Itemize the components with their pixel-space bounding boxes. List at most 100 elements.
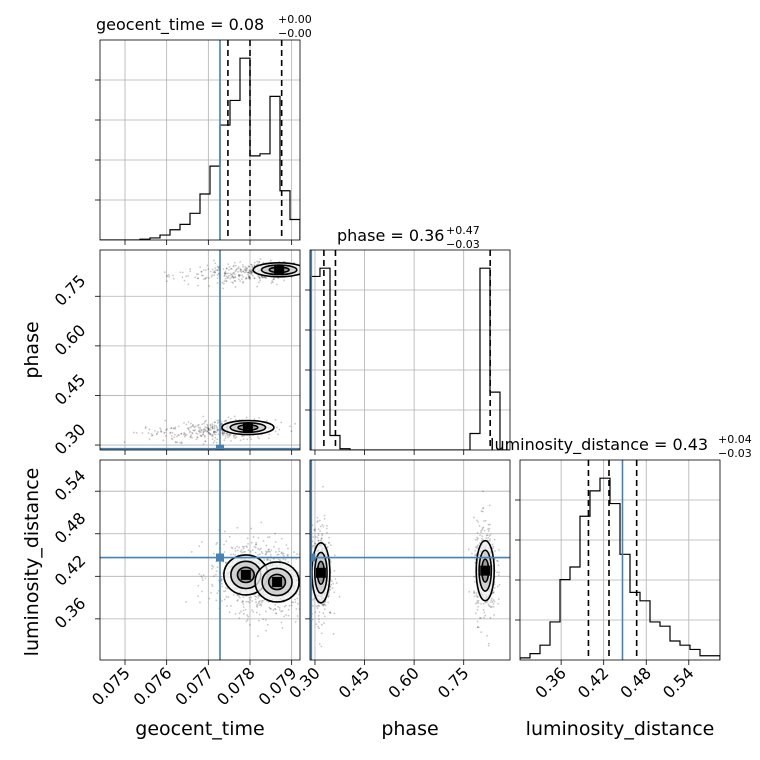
sample-point	[320, 623, 323, 626]
sample-point	[234, 612, 237, 615]
sample-point	[329, 586, 332, 588]
sample-point	[303, 577, 305, 579]
sample-point	[480, 631, 483, 634]
sample-point	[174, 427, 177, 430]
sample-point	[476, 547, 479, 549]
sample-point	[484, 614, 487, 617]
sample-point	[210, 591, 212, 594]
y-tick-label: 0.42	[51, 551, 90, 590]
sample-point	[167, 274, 170, 276]
sample-point	[477, 599, 480, 602]
sample-point	[207, 427, 209, 430]
panel-frame	[309, 459, 511, 661]
sample-point	[318, 611, 321, 614]
sample-point	[327, 595, 330, 598]
sample-point	[247, 275, 250, 278]
sample-point	[220, 582, 223, 585]
sample-point	[259, 258, 262, 261]
sample-point	[318, 621, 321, 623]
sample-point	[308, 568, 310, 570]
sample-point	[182, 433, 185, 436]
sample-point	[220, 600, 223, 602]
sample-point	[481, 535, 484, 538]
sample-point	[334, 554, 336, 557]
sample-point	[238, 274, 240, 277]
sample-point	[211, 434, 214, 436]
sample-point	[253, 264, 256, 267]
xlabel-geocent-time: geocent_time	[135, 718, 264, 740]
sample-point	[253, 277, 256, 279]
sample-point	[258, 277, 261, 280]
sample-point	[314, 611, 317, 614]
sample-point	[498, 548, 500, 551]
sample-point	[488, 527, 491, 530]
sample-point	[287, 608, 290, 611]
sample-point	[497, 564, 500, 567]
sample-point	[248, 597, 251, 599]
sample-point	[274, 604, 277, 606]
sample-point	[334, 578, 337, 580]
sample-point	[240, 271, 243, 273]
sample-point	[173, 436, 176, 439]
contour-line-0	[254, 561, 300, 603]
sample-point	[179, 441, 182, 444]
sample-point	[216, 277, 219, 280]
sample-point	[286, 554, 289, 557]
sample-point	[477, 537, 479, 540]
sample-point	[241, 545, 244, 548]
sample-point	[189, 435, 192, 438]
sample-point	[255, 543, 257, 546]
sample-point	[251, 273, 253, 275]
sample-point	[221, 432, 224, 435]
sample-point	[222, 287, 225, 290]
ylabel-phase: phase	[21, 321, 43, 378]
sample-point	[190, 422, 192, 425]
sample-point	[269, 553, 272, 556]
sample-point	[253, 545, 256, 548]
sample-point	[239, 268, 242, 271]
panel-frame	[99, 39, 301, 241]
sample-point	[269, 559, 272, 561]
grid	[100, 250, 300, 450]
sample-point	[261, 276, 264, 279]
sample-point	[474, 558, 477, 561]
sample-point	[266, 623, 269, 626]
sample-point	[338, 595, 341, 598]
sample-point	[258, 601, 260, 603]
sample-point	[301, 612, 303, 614]
sample-point	[222, 268, 225, 270]
sample-point	[211, 274, 214, 277]
sample-point	[184, 434, 187, 437]
sample-point	[242, 600, 245, 603]
sample-point	[210, 275, 213, 278]
sample-point	[487, 523, 490, 526]
sample-point	[203, 430, 206, 433]
sample-point	[202, 415, 205, 418]
sample-point	[312, 598, 315, 601]
sample-point	[278, 550, 281, 553]
sample-point	[191, 424, 194, 427]
sample-point	[196, 433, 199, 435]
sample-point	[474, 549, 477, 552]
sample-point	[265, 551, 268, 554]
sample-point	[169, 432, 172, 435]
sample-point	[265, 550, 267, 553]
sample-point	[201, 590, 203, 593]
sample-point	[475, 594, 478, 596]
sample-point	[166, 428, 169, 430]
sample-point	[329, 544, 332, 547]
sample-point	[270, 259, 272, 262]
sample-point	[474, 612, 477, 615]
sample-point	[225, 605, 228, 607]
sample-point	[492, 602, 495, 605]
sample-point	[490, 597, 493, 600]
sample-point	[235, 436, 238, 438]
truth-marker	[216, 553, 224, 562]
sample-point	[190, 434, 193, 436]
sample-point	[225, 561, 227, 564]
sample-point	[159, 429, 162, 431]
sample-point	[228, 435, 231, 438]
sample-point	[285, 614, 287, 616]
sample-point	[307, 580, 309, 582]
sample-point	[312, 544, 315, 547]
